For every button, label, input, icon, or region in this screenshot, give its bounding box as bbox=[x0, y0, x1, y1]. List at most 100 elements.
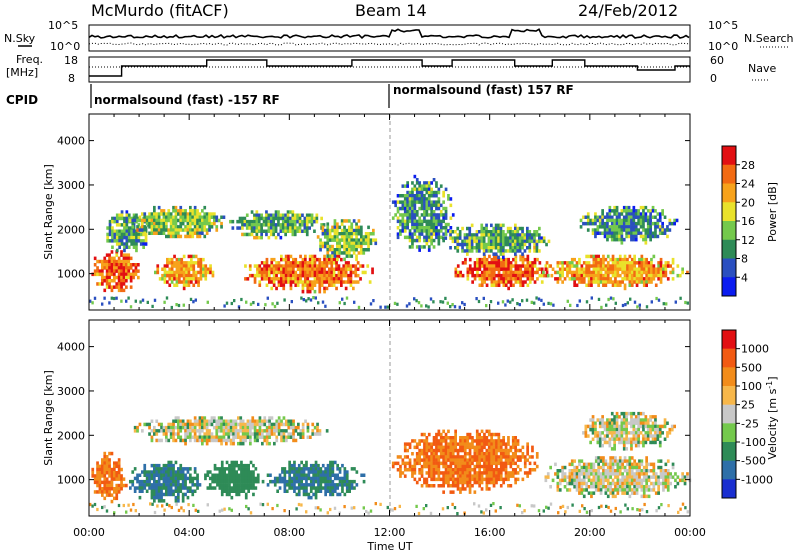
scatter-cell bbox=[232, 441, 235, 446]
scatter-cell bbox=[502, 455, 505, 459]
scatter-cell bbox=[244, 429, 247, 433]
scatter-cell bbox=[466, 432, 469, 437]
scatter-cell bbox=[625, 221, 628, 226]
scatter-cell bbox=[179, 476, 183, 481]
scatter-cell bbox=[399, 232, 402, 236]
scatter-cell bbox=[122, 272, 126, 277]
scatter-cell bbox=[148, 215, 151, 219]
scatter-cell bbox=[197, 261, 200, 265]
scatter-cell bbox=[319, 479, 323, 484]
scatter-cell bbox=[423, 181, 426, 185]
scatter-cell bbox=[263, 277, 266, 281]
scatter-cell bbox=[292, 438, 295, 443]
scatter-cell bbox=[340, 251, 344, 255]
scatter-cell bbox=[566, 267, 569, 271]
scatter-cell bbox=[442, 474, 445, 478]
scatter-cell bbox=[427, 219, 431, 224]
scatter-cell bbox=[314, 470, 318, 474]
scatter-cell bbox=[594, 277, 598, 281]
scatter-cell bbox=[265, 216, 268, 221]
scatter-cell bbox=[630, 280, 634, 284]
scatter-cell bbox=[451, 239, 455, 244]
scatter-cell bbox=[297, 432, 300, 436]
scatter-cell bbox=[275, 264, 278, 268]
scatter-cell bbox=[244, 435, 247, 439]
scatter-cell bbox=[110, 493, 114, 497]
scatter-cell bbox=[318, 257, 322, 262]
scatter-cell bbox=[456, 477, 460, 482]
scatter-cell bbox=[475, 442, 479, 446]
scatter-cell bbox=[204, 264, 208, 268]
scatter-cell bbox=[575, 465, 579, 470]
scatter-cell bbox=[415, 222, 419, 227]
scatter-cell bbox=[408, 445, 412, 450]
scatter-cell bbox=[260, 229, 263, 233]
scatter-cell bbox=[184, 225, 187, 229]
scatter-cell bbox=[468, 270, 472, 275]
scatter-cell bbox=[288, 470, 291, 474]
scatter-cell bbox=[210, 212, 214, 216]
scatter-cell bbox=[249, 429, 252, 433]
scatter-cell bbox=[235, 489, 238, 493]
scatter-cell bbox=[270, 267, 274, 271]
scatter-cell bbox=[160, 438, 163, 443]
scatter-cell bbox=[435, 181, 438, 185]
scatter-cell bbox=[201, 435, 204, 439]
scatter-cell bbox=[120, 480, 123, 485]
scatter-cell bbox=[514, 442, 517, 446]
scatter-cell bbox=[435, 458, 438, 462]
scatter-cell bbox=[117, 269, 121, 273]
scatter-cell bbox=[263, 264, 266, 268]
scatter-cell bbox=[369, 232, 373, 236]
scatter-cell bbox=[480, 429, 484, 434]
scatter-cell bbox=[265, 425, 269, 430]
scatter-cell bbox=[123, 216, 126, 221]
scatter-cell bbox=[480, 246, 484, 250]
scatter-cell bbox=[473, 239, 476, 244]
scatter-cell bbox=[150, 438, 154, 443]
scatter-cell bbox=[483, 257, 486, 262]
scatter-cell bbox=[444, 187, 448, 192]
scatter-cell bbox=[511, 233, 515, 237]
scatter-cell bbox=[406, 194, 409, 198]
scatter-cell bbox=[225, 483, 229, 487]
scatter-cell bbox=[247, 463, 250, 468]
scatter-cell bbox=[337, 277, 341, 281]
scatter-cell bbox=[280, 273, 283, 278]
scatter-cell bbox=[115, 235, 119, 240]
scatter-cell bbox=[306, 267, 310, 271]
scatter-cell bbox=[271, 302, 274, 306]
scatter-cell bbox=[531, 267, 534, 271]
scatter-cell bbox=[466, 249, 469, 253]
scatter-cell bbox=[120, 216, 124, 221]
scatter-cell bbox=[115, 275, 119, 280]
scatter-cell bbox=[169, 215, 173, 219]
scatter-cell bbox=[98, 480, 102, 485]
scatter-cell bbox=[218, 470, 222, 474]
scatter-cell bbox=[273, 432, 276, 436]
scatter-cell bbox=[160, 429, 163, 433]
scatter-cell bbox=[220, 225, 223, 229]
scatter-cell bbox=[430, 210, 433, 214]
scatter-cell bbox=[129, 275, 133, 280]
scatter-cell bbox=[244, 467, 248, 471]
scatter-cell bbox=[411, 226, 414, 230]
scatter-cell bbox=[521, 254, 525, 259]
scatter-cell bbox=[411, 216, 414, 220]
scatter-cell bbox=[117, 467, 121, 472]
scatter-cell bbox=[145, 476, 149, 481]
scatter-cell bbox=[521, 455, 525, 459]
scatter-cell bbox=[447, 480, 450, 485]
scatter-cell bbox=[492, 252, 496, 256]
scatter-cell bbox=[468, 445, 472, 450]
scatter-cell bbox=[473, 264, 477, 268]
scatter-cell bbox=[117, 282, 121, 286]
scatter-cell bbox=[651, 209, 655, 213]
scatter-cell bbox=[509, 461, 513, 466]
scatter-cell bbox=[272, 219, 275, 224]
scatter-cell bbox=[182, 283, 186, 287]
scatter-cell bbox=[321, 473, 325, 477]
scatter-cell bbox=[189, 467, 192, 471]
scatter-cell bbox=[295, 467, 299, 471]
scatter-cell bbox=[293, 470, 296, 474]
